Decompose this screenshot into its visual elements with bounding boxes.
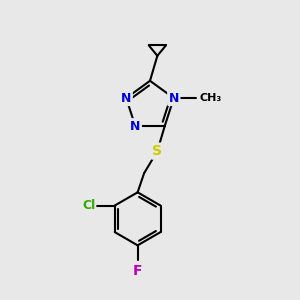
Text: S: S <box>152 144 162 158</box>
Text: Cl: Cl <box>82 199 95 212</box>
Text: N: N <box>169 92 179 105</box>
Text: N: N <box>130 120 140 133</box>
Text: CH₃: CH₃ <box>200 93 222 103</box>
Text: F: F <box>133 264 142 278</box>
Text: N: N <box>121 92 131 105</box>
